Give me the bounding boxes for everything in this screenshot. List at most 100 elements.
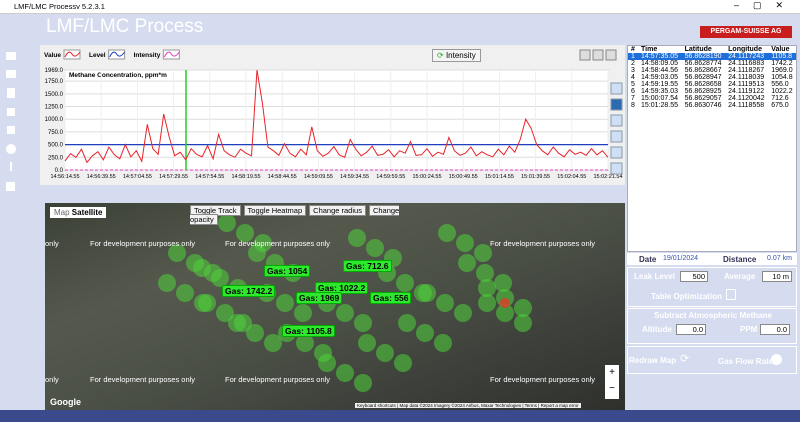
- table-row[interactable]: 8 15:01:28.55 56.8630746 24.1118558 675.0: [628, 102, 796, 109]
- x-tick-label: 14:58:19.55: [231, 174, 260, 180]
- map-button[interactable]: Toggle Track: [190, 205, 241, 216]
- info-icon[interactable]: [10, 162, 12, 171]
- map-type-control[interactable]: Map Satellite: [50, 207, 107, 218]
- series-checkbox[interactable]: [610, 146, 623, 159]
- table-cell: 56.8628947: [684, 74, 722, 81]
- gas-label[interactable]: Gas: 1105.8: [282, 325, 335, 337]
- chart: Value Level Intensity Methane Concentration…: [44, 49, 623, 180]
- series-checkbox[interactable]: [610, 82, 623, 95]
- save-icon[interactable]: [7, 126, 15, 134]
- chart-tool[interactable]: [592, 49, 604, 61]
- heat-blob: [348, 229, 366, 247]
- table-cell: 24.1118267: [728, 67, 765, 74]
- gas-label[interactable]: Gas: 1054: [264, 265, 311, 277]
- folder-icon[interactable]: [6, 70, 16, 78]
- heat-blob: [248, 244, 266, 262]
- table-cell: 1022.2: [771, 88, 793, 95]
- x-tick-label: 14:57:04.55: [123, 174, 152, 180]
- chart-icon[interactable]: [7, 108, 15, 116]
- redraw-icon[interactable]: ⟳: [680, 353, 690, 365]
- table-row[interactable]: 6 14:59:35.03 56.8628925 24.1119122 1022.2: [628, 88, 796, 95]
- doc-icon[interactable]: [7, 88, 15, 98]
- heat-blob: [358, 334, 376, 352]
- map-button[interactable]: Toggle Heatmap: [243, 205, 307, 216]
- zoom-out[interactable]: −: [609, 383, 615, 394]
- table-cell: 24.1119122: [728, 88, 765, 95]
- series-checkbox[interactable]: [610, 98, 623, 111]
- table-cell: 14:59:19.55: [641, 81, 679, 88]
- table-row[interactable]: 3 14:58:44.56 56.8628667 24.1118267 1969.0: [628, 67, 796, 74]
- terms[interactable]: Terms: [524, 403, 537, 408]
- data-table-panel: # Time Latitude Longitude Value 1 14:57:35.05 5…: [627, 45, 797, 252]
- y-tick-label: 1000.0: [45, 117, 64, 123]
- heat-blob: [416, 324, 434, 342]
- gas-flow-toggle[interactable]: [771, 354, 782, 365]
- satellite-tab[interactable]: Satellite: [71, 208, 103, 217]
- series-checkbox[interactable]: [610, 114, 623, 127]
- chart-title: Methane Concentration, ppm*m: [69, 72, 167, 79]
- watermark: For development purposes only: [90, 375, 196, 384]
- map-button[interactable]: Change radius: [309, 205, 366, 216]
- ppm-input[interactable]: 0.0: [760, 324, 790, 335]
- optimization-icon[interactable]: [726, 289, 736, 300]
- chart-tool[interactable]: [605, 49, 617, 61]
- info-row: Date 19/01/2024 Distance 0.07 km: [627, 253, 797, 265]
- ppm-label: PPM: [740, 325, 758, 334]
- y-tick-label: 1250.0: [45, 105, 64, 111]
- table-cell: 5: [631, 81, 635, 88]
- zoom-in[interactable]: +: [609, 367, 615, 378]
- action-box: [627, 346, 797, 374]
- heat-blob: [354, 374, 372, 392]
- table-cell: 24.1117243: [728, 53, 765, 60]
- window-controls[interactable]: –▢✕: [734, 0, 798, 10]
- map-footer: Keyboard shortcuts | Map data ©2024 Imag…: [355, 403, 581, 408]
- table-row[interactable]: 7 15:00:07.54 56.8629057 24.1120042 712.6: [628, 95, 796, 102]
- heat-blob: [398, 314, 416, 332]
- heat-blob: [176, 284, 194, 302]
- gas-label[interactable]: Gas: 1742.2: [222, 285, 276, 297]
- heat-blob: [366, 239, 384, 257]
- table-row[interactable]: 2 14:58:09.05 56.8628774 24.1116883 1742.2: [628, 60, 796, 67]
- x-tick-label: 14:59:59.55: [376, 174, 405, 180]
- heat-blob: [376, 344, 394, 362]
- redraw-map[interactable]: Redraw Map: [629, 356, 677, 365]
- report[interactable]: Report a map error: [540, 403, 579, 408]
- settings-icon[interactable]: [6, 144, 16, 154]
- gas-label[interactable]: Gas: 712.6: [343, 260, 392, 272]
- series-checkbox[interactable]: [610, 130, 623, 143]
- table-cell: 1: [631, 53, 635, 60]
- refresh-icon: ⟳: [437, 51, 446, 60]
- table-row[interactable]: 4 14:59:03.05 56.8628947 24.1118039 1054.8: [628, 74, 796, 81]
- altitude-input[interactable]: 0.0: [676, 324, 706, 335]
- gas-label[interactable]: Gas: 1969: [296, 292, 343, 304]
- watermark: For development purposes only: [225, 375, 331, 384]
- map-buttons: Toggle Track Toggle Heatmap Change radius C…: [190, 205, 430, 225]
- title-bar: LMF/LMC Processv 5.2.3.1 –▢✕: [0, 0, 800, 14]
- chart-tool[interactable]: [579, 49, 591, 61]
- gas-label[interactable]: Gas: 556: [370, 292, 412, 304]
- zoom-control: + −: [605, 365, 619, 399]
- plot-area: [64, 69, 609, 171]
- table-cell: 14:58:09.05: [641, 60, 679, 67]
- table-cell: 14:59:35.03: [641, 88, 679, 95]
- table-optimization[interactable]: Table Optimization: [651, 292, 722, 301]
- heat-blob: [474, 244, 492, 262]
- average-input[interactable]: 10 m: [762, 271, 792, 282]
- exit-icon[interactable]: [6, 182, 15, 191]
- heat-blob: [204, 264, 222, 282]
- table-cell: 556.0: [771, 81, 789, 88]
- keyboard-shortcuts[interactable]: Keyboard shortcuts: [357, 403, 396, 408]
- map[interactable]: Map Satellite Toggle Track Toggle Heatmap…: [45, 203, 625, 410]
- heat-blob: [354, 314, 372, 332]
- table-row[interactable]: 1 14:57:35.05 56.8628190 24.1117243 1105.8: [628, 53, 796, 60]
- altitude-label: Altitude: [642, 325, 672, 334]
- legend-label: Value: [44, 52, 61, 59]
- heatmap: [158, 214, 532, 392]
- map-tab[interactable]: Map: [54, 208, 70, 217]
- table-row[interactable]: 5 14:59:19.55 56.8628658 24.1119513 556.0: [628, 81, 796, 88]
- intensity-button[interactable]: ⟳ Intensity: [432, 49, 481, 62]
- open-icon[interactable]: [6, 52, 16, 60]
- leak-level-input[interactable]: 500: [680, 271, 708, 282]
- series-checkbox[interactable]: [610, 162, 623, 175]
- value-line: [64, 69, 609, 164]
